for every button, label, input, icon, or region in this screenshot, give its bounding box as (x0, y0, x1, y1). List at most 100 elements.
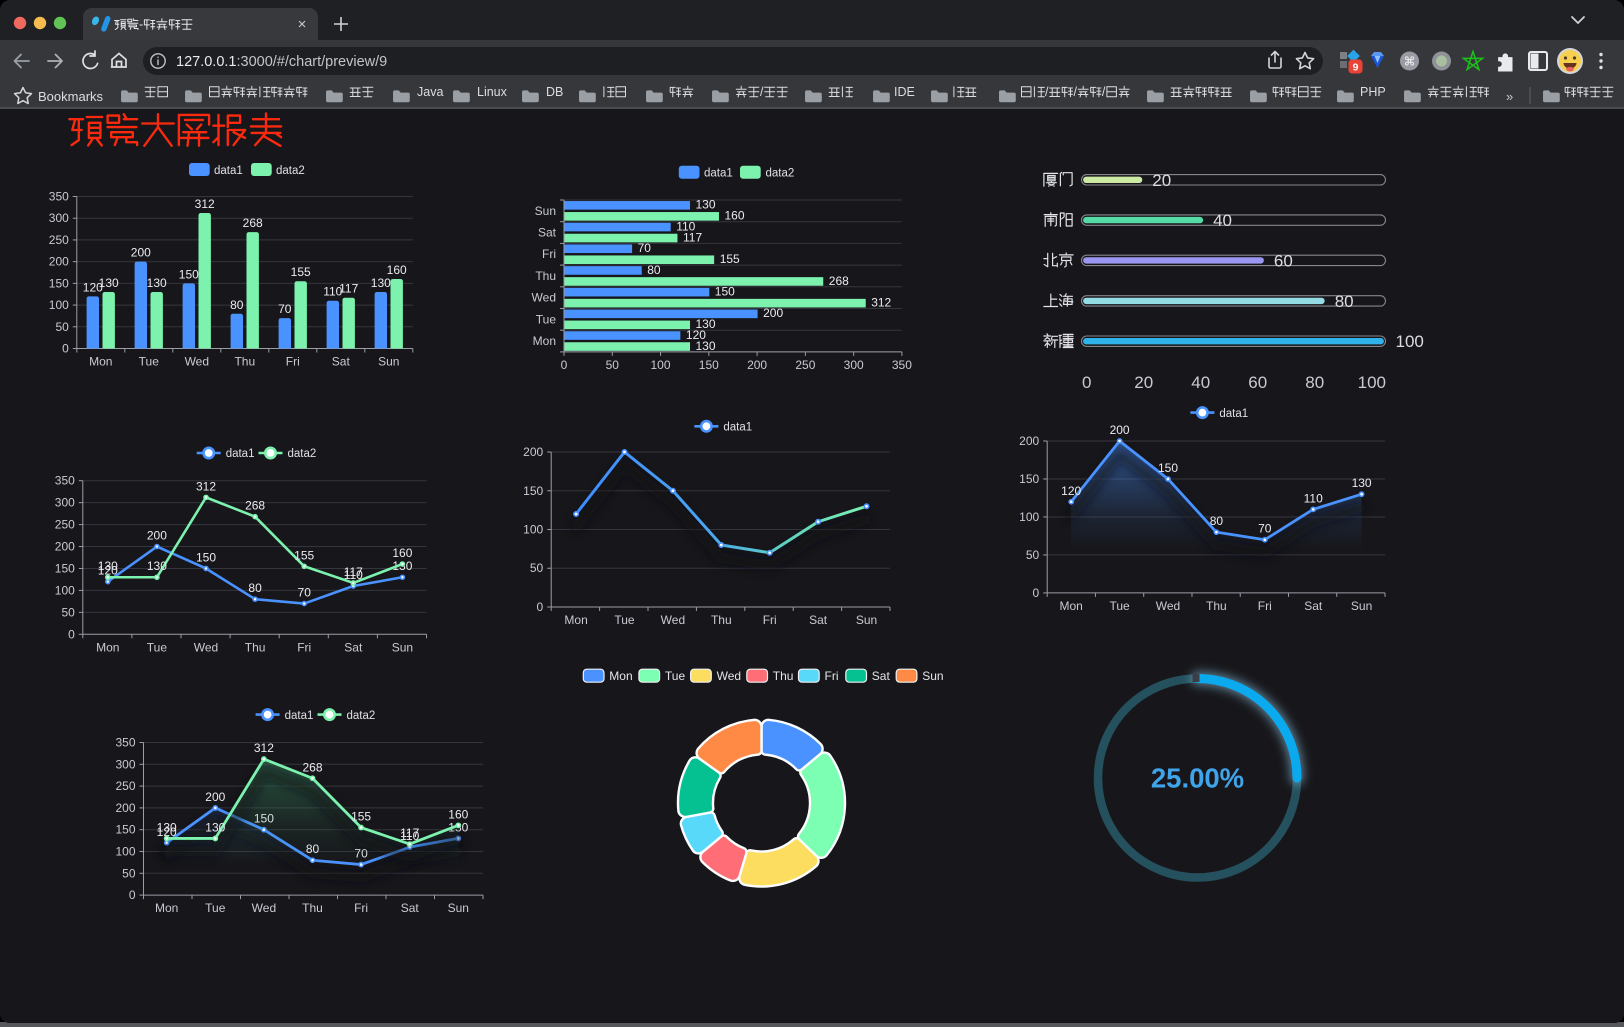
svg-text:200: 200 (205, 790, 225, 804)
svg-text:110: 110 (1304, 491, 1323, 505)
svg-text:Sun: Sun (448, 901, 469, 915)
svg-text:110: 110 (323, 285, 342, 299)
svg-text:268: 268 (829, 274, 849, 288)
svg-text:100: 100 (1019, 510, 1039, 524)
svg-text:Thu: Thu (711, 613, 732, 627)
svg-text:Sun: Sun (922, 669, 943, 683)
svg-text:150: 150 (523, 484, 543, 498)
svg-text:150: 150 (55, 562, 75, 576)
svg-text:Wed: Wed (717, 669, 741, 683)
svg-text:20: 20 (1152, 171, 1171, 190)
svg-text:150: 150 (115, 823, 135, 837)
svg-text:100: 100 (523, 523, 543, 537)
svg-text:40: 40 (1213, 211, 1232, 230)
svg-text:9: 9 (1353, 62, 1359, 74)
svg-text:DB: DB (546, 85, 563, 99)
svg-text:Tue: Tue (139, 355, 160, 369)
svg-text:40: 40 (1191, 373, 1210, 392)
svg-text:150: 150 (715, 284, 735, 298)
svg-text:150: 150 (179, 267, 199, 281)
svg-text:160: 160 (448, 807, 468, 821)
svg-text:Sat: Sat (809, 613, 828, 627)
svg-text:300: 300 (49, 211, 69, 225)
svg-text:200: 200 (1019, 434, 1039, 448)
svg-text:0: 0 (68, 627, 75, 641)
svg-text:200: 200 (131, 246, 151, 260)
svg-text:data1: data1 (214, 165, 243, 177)
svg-text:130: 130 (371, 276, 391, 290)
svg-text:268: 268 (302, 760, 322, 774)
svg-text:Mon: Mon (155, 901, 178, 915)
svg-text:50: 50 (55, 320, 69, 334)
svg-text:Fri: Fri (286, 355, 300, 369)
svg-text:50: 50 (61, 605, 75, 619)
svg-text:120: 120 (1061, 484, 1081, 498)
svg-text:200: 200 (115, 801, 135, 815)
svg-text:250: 250 (795, 358, 815, 372)
svg-text:data2: data2 (276, 165, 305, 177)
svg-text:/: / (760, 85, 764, 99)
svg-text:70: 70 (298, 586, 312, 600)
svg-text:data2: data2 (347, 710, 376, 722)
svg-text:Fri: Fri (354, 901, 368, 915)
svg-text:-: - (139, 18, 143, 32)
svg-text:200: 200 (763, 306, 783, 320)
svg-text:160: 160 (725, 209, 745, 223)
svg-text:155: 155 (291, 265, 311, 279)
svg-text:60: 60 (1274, 251, 1293, 270)
svg-text:50: 50 (122, 866, 136, 880)
svg-text:data1: data1 (226, 448, 255, 460)
svg-text:60: 60 (1248, 373, 1267, 392)
svg-text:70: 70 (638, 241, 652, 255)
svg-text:130: 130 (1352, 476, 1372, 490)
svg-text:Bookmarks: Bookmarks (38, 89, 104, 104)
svg-text:Thu: Thu (1206, 599, 1227, 613)
svg-text:Fri: Fri (297, 640, 311, 654)
svg-text:Fri: Fri (825, 669, 839, 683)
svg-text:80: 80 (1335, 292, 1354, 311)
svg-text:/: / (1102, 85, 1106, 99)
svg-text:»: » (1506, 89, 1513, 104)
svg-text:110: 110 (344, 568, 363, 582)
svg-text:117: 117 (683, 230, 702, 244)
svg-text:0: 0 (129, 888, 136, 902)
svg-text:200: 200 (147, 529, 167, 543)
svg-text:350: 350 (115, 736, 135, 750)
svg-text:data1: data1 (704, 168, 733, 180)
svg-text:100: 100 (55, 583, 75, 597)
svg-text:Fri: Fri (763, 613, 777, 627)
svg-text:312: 312 (195, 197, 215, 211)
svg-text:Java: Java (417, 85, 443, 99)
svg-text:117: 117 (344, 565, 363, 579)
svg-text:0: 0 (537, 600, 544, 614)
svg-text:268: 268 (245, 499, 265, 513)
svg-text:120: 120 (83, 280, 103, 294)
svg-text:350: 350 (49, 190, 69, 204)
svg-text:Mon: Mon (96, 640, 119, 654)
svg-text:120: 120 (686, 328, 706, 342)
svg-text:130: 130 (147, 559, 167, 573)
svg-text:Wed: Wed (185, 355, 209, 369)
svg-text:130: 130 (157, 820, 177, 834)
svg-text:200: 200 (1110, 423, 1130, 437)
svg-text:127.0.0.1:3000/#/chart/preview: 127.0.0.1:3000/#/chart/preview/9 (176, 54, 387, 70)
svg-text:⌘: ⌘ (1404, 55, 1416, 69)
svg-text:150: 150 (1019, 472, 1039, 486)
svg-text:0: 0 (1082, 373, 1091, 392)
svg-text:Wed: Wed (1156, 599, 1180, 613)
svg-text:160: 160 (387, 263, 407, 277)
svg-text:25.00%: 25.00% (1151, 763, 1244, 794)
svg-text:Sat: Sat (872, 669, 891, 683)
svg-text:/: / (1074, 85, 1078, 99)
svg-text:Sat: Sat (332, 355, 351, 369)
svg-text:Tue: Tue (147, 640, 168, 654)
svg-text:300: 300 (115, 757, 135, 771)
svg-text:IDE: IDE (894, 85, 915, 99)
svg-text:0: 0 (62, 342, 69, 356)
svg-text:100: 100 (1396, 332, 1424, 351)
svg-text:100: 100 (49, 298, 69, 312)
svg-text:350: 350 (55, 474, 75, 488)
svg-text:Wed: Wed (194, 640, 218, 654)
svg-text:200: 200 (55, 540, 75, 554)
svg-text:data1: data1 (1219, 408, 1248, 420)
